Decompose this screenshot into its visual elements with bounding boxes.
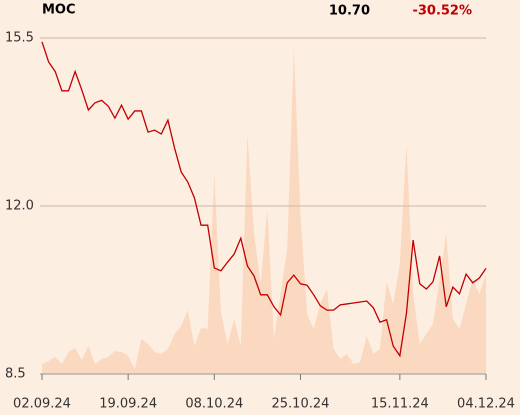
- x-tick-label: 08.10.24: [185, 397, 243, 412]
- x-tick-label: 25.10.24: [272, 397, 330, 412]
- y-tick-label: 12.0: [5, 199, 34, 214]
- change: -30.52%: [412, 4, 472, 19]
- x-tick-label: 04.12.24: [457, 397, 515, 412]
- x-tick-label: 02.09.24: [13, 397, 71, 412]
- x-tick-label: 15.11.24: [371, 397, 429, 412]
- y-tick-label: 8.5: [5, 367, 26, 382]
- price-line: [41, 41, 487, 358]
- price: 10.70: [329, 4, 370, 19]
- volume-area: [42, 49, 486, 374]
- x-tick-label: 19.09.24: [99, 397, 157, 412]
- y-tick-label: 15.5: [5, 31, 34, 46]
- ticker: MOC: [42, 3, 76, 18]
